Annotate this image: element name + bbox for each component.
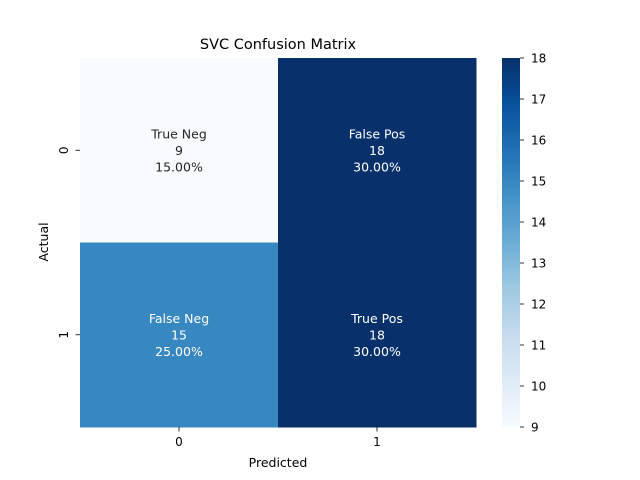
cell-label: False Neg <box>149 311 209 326</box>
cell-label: True Neg <box>150 126 207 141</box>
cell-label: 18 <box>369 143 385 158</box>
colorbar-ticks: 9 10 11 12 13 14 15 16 17 18 <box>520 51 546 434</box>
cell-label: 15.00% <box>155 159 203 174</box>
heatmap-cell <box>80 58 279 243</box>
cell-label: 25.00% <box>155 344 203 359</box>
chart-title: SVC Confusion Matrix <box>200 37 357 53</box>
cell-label: 15 <box>171 327 187 342</box>
heatmap-cell <box>278 242 477 428</box>
x-tick-label: 1 <box>373 435 381 449</box>
heatmap-cell <box>278 58 477 243</box>
colorbar-tick-label: 14 <box>531 215 546 229</box>
colorbar-tick-label: 13 <box>531 256 546 270</box>
y-axis-label: Actual <box>36 222 51 261</box>
cell-label: 30.00% <box>353 159 401 174</box>
heatmap-cell <box>80 242 279 428</box>
colorbar-tick-label: 11 <box>531 338 546 352</box>
colorbar-tick-label: 17 <box>531 92 546 106</box>
cell-label: True Pos <box>350 311 403 326</box>
colorbar-tick-label: 16 <box>531 133 546 147</box>
colorbar-tick-label: 9 <box>531 420 539 434</box>
cell-label: False Pos <box>349 126 406 141</box>
y-tick-label: 0 <box>57 146 71 154</box>
x-tick-label: 0 <box>175 435 183 449</box>
cell-label: 18 <box>369 327 385 342</box>
cell-label: 30.00% <box>353 344 401 359</box>
colorbar <box>502 58 520 427</box>
x-axis-label: Predicted <box>249 455 308 470</box>
y-axis: 01 <box>57 146 80 339</box>
y-tick-label: 1 <box>57 331 71 339</box>
colorbar-tick-label: 10 <box>531 379 546 393</box>
colorbar-tick-label: 15 <box>531 174 546 188</box>
colorbar-tick-label: 12 <box>531 297 546 311</box>
cell-label: 9 <box>175 143 183 158</box>
colorbar-tick-label: 18 <box>531 51 546 65</box>
